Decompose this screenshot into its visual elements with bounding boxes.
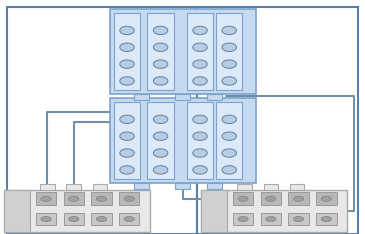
Ellipse shape	[120, 26, 134, 35]
Bar	[4, 190, 30, 232]
Ellipse shape	[120, 166, 134, 174]
Bar	[93, 184, 107, 190]
Ellipse shape	[153, 60, 168, 68]
Ellipse shape	[293, 196, 304, 201]
Ellipse shape	[222, 60, 237, 68]
Bar	[110, 98, 256, 183]
Bar	[110, 9, 256, 94]
Bar	[36, 213, 56, 225]
Ellipse shape	[222, 26, 237, 35]
Ellipse shape	[193, 132, 207, 140]
Ellipse shape	[321, 216, 331, 222]
Bar	[134, 183, 149, 189]
Bar	[147, 13, 174, 90]
Bar	[261, 193, 281, 205]
Bar	[7, 7, 197, 234]
Bar	[114, 102, 140, 179]
Ellipse shape	[193, 115, 207, 124]
Ellipse shape	[120, 77, 134, 85]
Bar	[40, 184, 55, 190]
Ellipse shape	[293, 216, 304, 222]
Ellipse shape	[153, 43, 168, 51]
Bar	[233, 193, 253, 205]
Ellipse shape	[266, 216, 276, 222]
Ellipse shape	[41, 196, 51, 201]
Bar	[147, 102, 174, 179]
Bar	[207, 183, 222, 189]
Bar	[64, 193, 84, 205]
Bar	[175, 94, 190, 100]
Bar	[175, 183, 190, 189]
Bar	[290, 184, 304, 190]
Bar	[114, 13, 140, 90]
Ellipse shape	[238, 196, 248, 201]
Ellipse shape	[193, 149, 207, 157]
Ellipse shape	[193, 43, 207, 51]
Bar	[201, 190, 227, 232]
Bar	[66, 184, 81, 190]
Ellipse shape	[69, 196, 79, 201]
Bar	[316, 193, 337, 205]
Ellipse shape	[96, 196, 107, 201]
Ellipse shape	[96, 216, 107, 222]
Ellipse shape	[124, 216, 134, 222]
Ellipse shape	[222, 115, 237, 124]
Bar	[237, 184, 252, 190]
Ellipse shape	[124, 196, 134, 201]
Bar	[288, 193, 309, 205]
Ellipse shape	[69, 216, 79, 222]
Ellipse shape	[153, 26, 168, 35]
Bar	[134, 94, 149, 100]
Bar	[233, 213, 253, 225]
Ellipse shape	[193, 26, 207, 35]
Ellipse shape	[266, 196, 276, 201]
Ellipse shape	[238, 216, 248, 222]
Ellipse shape	[153, 115, 168, 124]
Ellipse shape	[120, 60, 134, 68]
Bar	[187, 102, 213, 179]
Ellipse shape	[41, 216, 51, 222]
Bar	[201, 190, 347, 232]
Bar	[64, 213, 84, 225]
Bar	[187, 13, 213, 90]
Ellipse shape	[222, 166, 237, 174]
Bar	[36, 193, 56, 205]
Ellipse shape	[321, 196, 331, 201]
Ellipse shape	[193, 77, 207, 85]
Ellipse shape	[153, 77, 168, 85]
Ellipse shape	[193, 60, 207, 68]
Bar	[261, 213, 281, 225]
Ellipse shape	[153, 166, 168, 174]
Bar	[288, 213, 309, 225]
Bar	[91, 193, 112, 205]
Ellipse shape	[222, 77, 237, 85]
Ellipse shape	[193, 166, 207, 174]
Ellipse shape	[222, 149, 237, 157]
Bar	[119, 213, 139, 225]
Bar	[119, 193, 139, 205]
Ellipse shape	[153, 132, 168, 140]
Bar	[216, 13, 242, 90]
Bar	[207, 94, 222, 100]
Bar	[316, 213, 337, 225]
Ellipse shape	[222, 43, 237, 51]
Ellipse shape	[120, 132, 134, 140]
Ellipse shape	[120, 43, 134, 51]
Bar	[4, 190, 150, 232]
Ellipse shape	[120, 149, 134, 157]
Ellipse shape	[222, 132, 237, 140]
Ellipse shape	[153, 149, 168, 157]
Bar	[264, 184, 278, 190]
Ellipse shape	[120, 115, 134, 124]
Bar	[197, 7, 358, 234]
Bar	[91, 213, 112, 225]
Bar	[216, 102, 242, 179]
